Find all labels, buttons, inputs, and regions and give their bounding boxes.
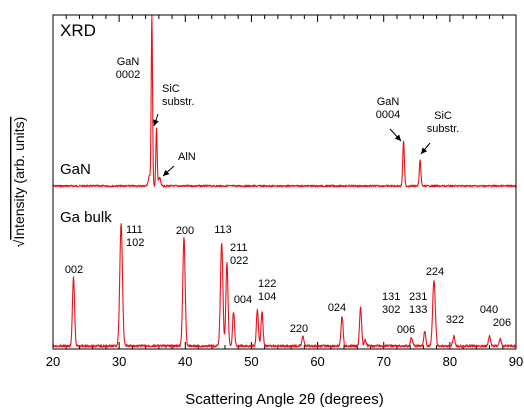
arrow-head-icon bbox=[153, 119, 159, 126]
panel-label: XRD bbox=[60, 21, 96, 40]
peak-annotation-line: AlN bbox=[178, 151, 196, 163]
peak-annotation: 004 bbox=[234, 294, 252, 306]
peak-annotation-line: 133 bbox=[409, 304, 427, 316]
peak-annotation-line: GaN bbox=[117, 56, 140, 68]
peak-annotation: 131 302 bbox=[382, 291, 400, 316]
peak-annotation-line: 111 bbox=[126, 224, 143, 236]
plot-frame bbox=[52, 14, 517, 350]
peak-annotation: 206 bbox=[493, 317, 511, 329]
peak-annotation-line: 131 bbox=[382, 291, 400, 303]
peak-annotation: 122 104 bbox=[258, 278, 276, 303]
series-label-gan: GaN bbox=[60, 161, 91, 178]
peak-annotation-line: 024 bbox=[328, 302, 346, 314]
peak-annotation-line: substr. bbox=[162, 96, 194, 108]
x-tick-label: 60 bbox=[310, 354, 324, 369]
peak-annotation-line: 0002 bbox=[116, 69, 140, 81]
peak-annotation-line: 022 bbox=[230, 255, 248, 267]
peak-annotation: 002 bbox=[65, 264, 83, 276]
peak-annotation: 006 bbox=[397, 324, 415, 336]
x-tick-label: 40 bbox=[178, 354, 192, 369]
peak-annotation: 224 bbox=[426, 266, 444, 278]
peak-annotation-line: 302 bbox=[382, 304, 400, 316]
series-line-ga-bulk bbox=[52, 223, 517, 348]
peak-annotation: 113 bbox=[214, 224, 232, 236]
peak-annotation-line: 0004 bbox=[376, 109, 400, 121]
peak-annotation-line: 220 bbox=[290, 323, 308, 335]
x-axis-label: Scattering Angle 2θ (degrees) bbox=[185, 391, 383, 408]
series-label-ga-bulk: Ga bulk bbox=[60, 209, 112, 226]
peak-annotation: 231 133 bbox=[409, 291, 427, 316]
x-tick-label: 70 bbox=[376, 354, 390, 369]
x-tick-label: 80 bbox=[443, 354, 457, 369]
peak-annotation-line: 231 bbox=[409, 291, 427, 303]
x-tick-label: 20 bbox=[46, 354, 60, 369]
series-line-gan bbox=[52, 15, 517, 188]
series-layer bbox=[52, 15, 517, 348]
y-axis-label-text: Intensity (arb. units) bbox=[11, 117, 27, 240]
x-tick-label: 50 bbox=[244, 354, 258, 369]
peak-annotation-line: 211 bbox=[230, 242, 248, 254]
peak-annotation: 040 bbox=[480, 304, 498, 316]
peak-annotation-line: 006 bbox=[397, 324, 415, 336]
peak-annotation: 220 bbox=[290, 323, 308, 335]
peak-annotation-line: 206 bbox=[493, 317, 511, 329]
peak-annotation-line: 104 bbox=[258, 291, 276, 303]
peak-annotation: SiC substr. bbox=[162, 83, 194, 108]
peak-annotation-line: SiC bbox=[434, 110, 452, 122]
peak-annotation: 024 bbox=[328, 302, 346, 314]
x-tick-label: 30 bbox=[112, 354, 126, 369]
peak-annotation-line: substr. bbox=[427, 123, 459, 135]
peak-annotation-line: GaN bbox=[377, 96, 400, 108]
peak-annotation: AlN bbox=[178, 151, 196, 163]
arrow-head-icon bbox=[421, 147, 428, 154]
peak-annotation: 111 102 bbox=[126, 224, 144, 249]
y-axis-label: √Intensity (arb. units) bbox=[11, 117, 27, 248]
arrow-head-icon bbox=[163, 169, 170, 176]
peak-annotation-line: 122 bbox=[258, 278, 276, 290]
peak-annotation: 211 022 bbox=[230, 242, 248, 267]
peak-annotation-line: SiC bbox=[162, 83, 180, 95]
peak-annotation: SiC substr. bbox=[427, 110, 459, 135]
peak-annotation-line: 224 bbox=[426, 266, 444, 278]
peak-annotation: GaN 0004 bbox=[376, 96, 400, 121]
peak-annotation-line: 004 bbox=[234, 294, 252, 306]
peak-annotation-line: 102 bbox=[126, 237, 144, 249]
peak-annotation: 322 bbox=[446, 314, 464, 326]
peak-annotation-line: 113 bbox=[214, 224, 232, 236]
y-axis-label-sqrt: √ bbox=[11, 239, 27, 247]
peak-annotation: GaN 0002 bbox=[116, 56, 140, 81]
peak-annotation-line: 002 bbox=[65, 264, 83, 276]
arrow-head-icon bbox=[394, 134, 401, 141]
peak-annotation-line: 322 bbox=[446, 314, 464, 326]
x-tick-label: 90 bbox=[509, 354, 523, 369]
peak-annotation: 200 bbox=[176, 225, 194, 237]
peak-annotation-line: 040 bbox=[480, 304, 498, 316]
peak-annotation-line: 200 bbox=[176, 225, 194, 237]
